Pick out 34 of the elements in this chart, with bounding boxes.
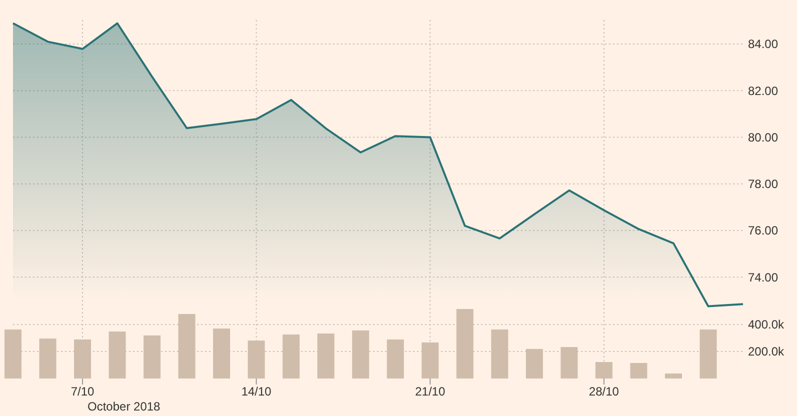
bar <box>422 342 439 378</box>
bar <box>664 374 682 378</box>
x-tick-label: 7/10 <box>70 384 95 398</box>
bar <box>352 330 370 378</box>
bar <box>4 330 22 378</box>
bar <box>213 328 230 378</box>
bar <box>144 335 161 378</box>
y2-tick-label: 400.0k <box>748 318 786 332</box>
bar <box>560 347 578 378</box>
bar <box>74 339 92 378</box>
bar <box>108 332 126 378</box>
bar <box>248 340 265 378</box>
bar <box>178 314 196 378</box>
bar <box>491 330 508 378</box>
bar <box>39 338 56 378</box>
bar <box>456 308 474 378</box>
x-tick-label: 21/10 <box>415 384 446 398</box>
x-tick-label: 28/10 <box>588 384 620 398</box>
y-tick-label: 78.00 <box>748 177 778 192</box>
y2-tick-label: 200.0k <box>748 344 786 359</box>
y-tick-label: 76.00 <box>748 224 778 238</box>
bar <box>595 362 612 378</box>
bar <box>282 334 300 378</box>
bar <box>386 339 404 378</box>
text: October 2018 <box>88 400 161 414</box>
bar <box>526 348 543 378</box>
bar <box>700 330 717 378</box>
bar <box>630 362 648 378</box>
y-tick-label: 84.00 <box>748 37 778 52</box>
y-tick-label: 82.00 <box>748 84 778 98</box>
bar <box>317 334 334 378</box>
y-tick-label: 74.00 <box>748 270 778 284</box>
x-tick-label: 14/10 <box>241 384 272 398</box>
y-tick-label: 80.00 <box>748 130 778 144</box>
